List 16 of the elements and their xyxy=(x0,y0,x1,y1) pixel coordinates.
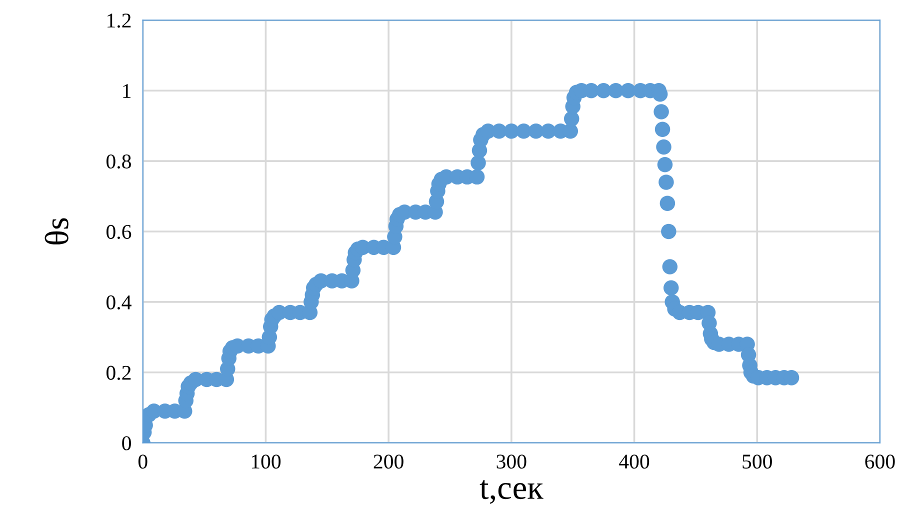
x-tick-label: 400 xyxy=(619,454,650,469)
y-axis-title: θs xyxy=(44,218,68,244)
y-tick-label: 0.2 xyxy=(106,366,131,380)
y-tick-label: 0.8 xyxy=(106,154,131,169)
x-tick-label: 600 xyxy=(865,454,895,469)
x-tick-label: 500 xyxy=(742,454,772,469)
x-tick-label: 300 xyxy=(496,454,526,469)
y-tick-label: 0.6 xyxy=(106,224,132,240)
y-tick-label: 0.4 xyxy=(106,295,132,310)
y-tick-label: 1.2 xyxy=(108,14,131,28)
x-tick-label: 200 xyxy=(374,454,404,469)
y-tick-label: 0 xyxy=(122,436,131,450)
y-tick-label: 1 xyxy=(123,84,131,98)
x-axis-title: t,сек xyxy=(480,480,544,504)
x-tick-label: 0 xyxy=(138,454,148,469)
x-tick-label: 100 xyxy=(252,454,281,469)
